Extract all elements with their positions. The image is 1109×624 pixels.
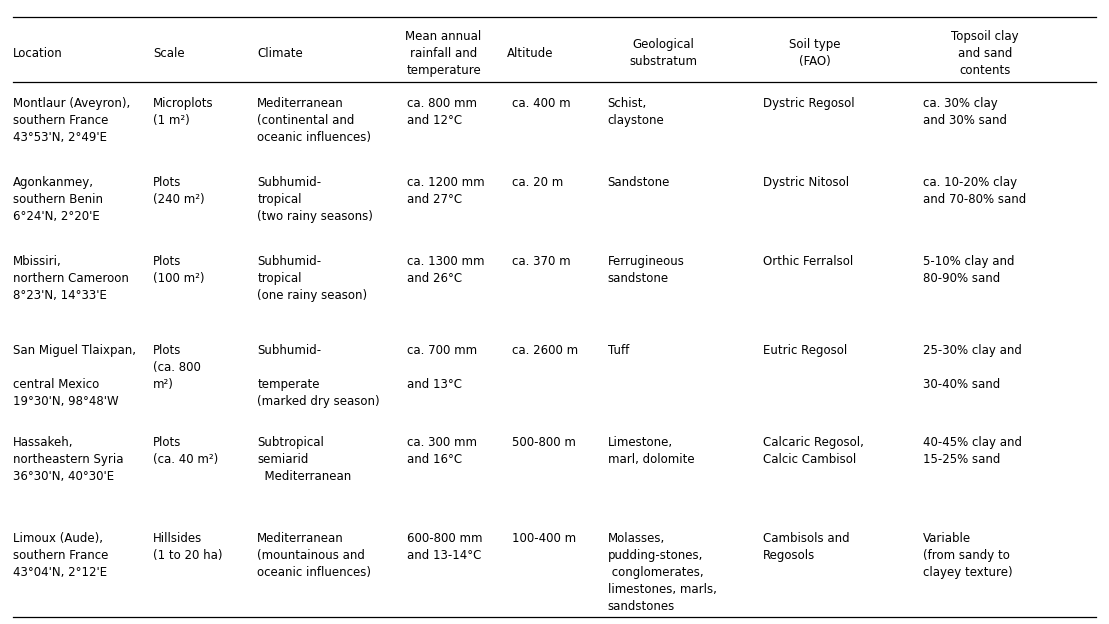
Text: ca. 400 m: ca. 400 m	[512, 97, 571, 110]
Text: Tuff: Tuff	[608, 344, 629, 358]
Text: Variable
(from sandy to
clayey texture): Variable (from sandy to clayey texture)	[923, 532, 1013, 578]
Text: Sandstone: Sandstone	[608, 176, 670, 189]
Text: Mediterranean
(mountainous and
oceanic influences): Mediterranean (mountainous and oceanic i…	[257, 532, 372, 578]
Text: Cambisols and
Regosols: Cambisols and Regosols	[763, 532, 849, 562]
Text: ca. 1300 mm
and 26°C: ca. 1300 mm and 26°C	[407, 255, 485, 285]
Text: ca. 30% clay
and 30% sand: ca. 30% clay and 30% sand	[923, 97, 1007, 127]
Text: Dystric Regosol: Dystric Regosol	[763, 97, 855, 110]
Text: Geological
substratum: Geological substratum	[629, 38, 698, 68]
Text: Mediterranean
(continental and
oceanic influences): Mediterranean (continental and oceanic i…	[257, 97, 372, 144]
Text: Subtropical
semiarid
  Mediterranean: Subtropical semiarid Mediterranean	[257, 436, 352, 482]
Text: Limestone,
marl, dolomite: Limestone, marl, dolomite	[608, 436, 694, 466]
Text: Ferrugineous
sandstone: Ferrugineous sandstone	[608, 255, 684, 285]
Text: Microplots
(1 m²): Microplots (1 m²)	[153, 97, 214, 127]
Text: Hassakeh,
northeastern Syria
36°30'N, 40°30'E: Hassakeh, northeastern Syria 36°30'N, 40…	[13, 436, 124, 482]
Text: Mean annual
rainfall and
temperature: Mean annual rainfall and temperature	[406, 29, 481, 77]
Text: 500-800 m: 500-800 m	[512, 436, 577, 449]
Text: Subhumid-
tropical
(two rainy seasons): Subhumid- tropical (two rainy seasons)	[257, 176, 373, 223]
Text: Calcaric Regosol,
Calcic Cambisol: Calcaric Regosol, Calcic Cambisol	[763, 436, 864, 466]
Text: Subhumid-

temperate
(marked dry season): Subhumid- temperate (marked dry season)	[257, 344, 380, 409]
Text: Dystric Nitosol: Dystric Nitosol	[763, 176, 849, 189]
Text: Plots
(100 m²): Plots (100 m²)	[153, 255, 204, 285]
Text: 5-10% clay and
80-90% sand: 5-10% clay and 80-90% sand	[923, 255, 1015, 285]
Text: Orthic Ferralsol: Orthic Ferralsol	[763, 255, 853, 268]
Text: 40-45% clay and
15-25% sand: 40-45% clay and 15-25% sand	[923, 436, 1021, 466]
Text: Hillsides
(1 to 20 ha): Hillsides (1 to 20 ha)	[153, 532, 223, 562]
Text: Limoux (Aude),
southern France
43°04'N, 2°12'E: Limoux (Aude), southern France 43°04'N, …	[13, 532, 109, 578]
Text: 600-800 mm
and 13-14°C: 600-800 mm and 13-14°C	[407, 532, 482, 562]
Text: Agonkanmey,
southern Benin
6°24'N, 2°20'E: Agonkanmey, southern Benin 6°24'N, 2°20'…	[13, 176, 103, 223]
Text: ca. 700 mm

and 13°C: ca. 700 mm and 13°C	[407, 344, 477, 391]
Text: 25-30% clay and

30-40% sand: 25-30% clay and 30-40% sand	[923, 344, 1021, 391]
Text: ca. 370 m: ca. 370 m	[512, 255, 571, 268]
Text: ca. 300 mm
and 16°C: ca. 300 mm and 16°C	[407, 436, 477, 466]
Text: Molasses,
pudding-stones,
 conglomerates,
limestones, marls,
sandstones: Molasses, pudding-stones, conglomerates,…	[608, 532, 716, 613]
Text: ca. 10-20% clay
and 70-80% sand: ca. 10-20% clay and 70-80% sand	[923, 176, 1026, 206]
Text: ca. 20 m: ca. 20 m	[512, 176, 563, 189]
Text: Climate: Climate	[257, 47, 303, 59]
Text: Mbissiri,
northern Cameroon
8°23'N, 14°33'E: Mbissiri, northern Cameroon 8°23'N, 14°3…	[13, 255, 129, 301]
Text: Altitude: Altitude	[507, 47, 553, 59]
Text: ca. 2600 m: ca. 2600 m	[512, 344, 579, 358]
Text: Soil type
(FAO): Soil type (FAO)	[790, 38, 841, 68]
Text: ca. 1200 mm
and 27°C: ca. 1200 mm and 27°C	[407, 176, 485, 206]
Text: Plots
(ca. 800
m²): Plots (ca. 800 m²)	[153, 344, 201, 391]
Text: Subhumid-
tropical
(one rainy season): Subhumid- tropical (one rainy season)	[257, 255, 367, 301]
Text: Scale: Scale	[153, 47, 185, 59]
Text: Plots
(ca. 40 m²): Plots (ca. 40 m²)	[153, 436, 218, 466]
Text: Plots
(240 m²): Plots (240 m²)	[153, 176, 205, 206]
Text: ca. 800 mm
and 12°C: ca. 800 mm and 12°C	[407, 97, 477, 127]
Text: Location: Location	[13, 47, 63, 59]
Text: Eutric Regosol: Eutric Regosol	[763, 344, 847, 358]
Text: Topsoil clay
and sand
contents: Topsoil clay and sand contents	[952, 29, 1018, 77]
Text: San Miguel Tlaixpan,

central Mexico
19°30'N, 98°48'W: San Miguel Tlaixpan, central Mexico 19°3…	[13, 344, 136, 409]
Text: Montlaur (Aveyron),
southern France
43°53'N, 2°49'E: Montlaur (Aveyron), southern France 43°5…	[13, 97, 131, 144]
Text: 100-400 m: 100-400 m	[512, 532, 577, 545]
Text: Schist,
claystone: Schist, claystone	[608, 97, 664, 127]
